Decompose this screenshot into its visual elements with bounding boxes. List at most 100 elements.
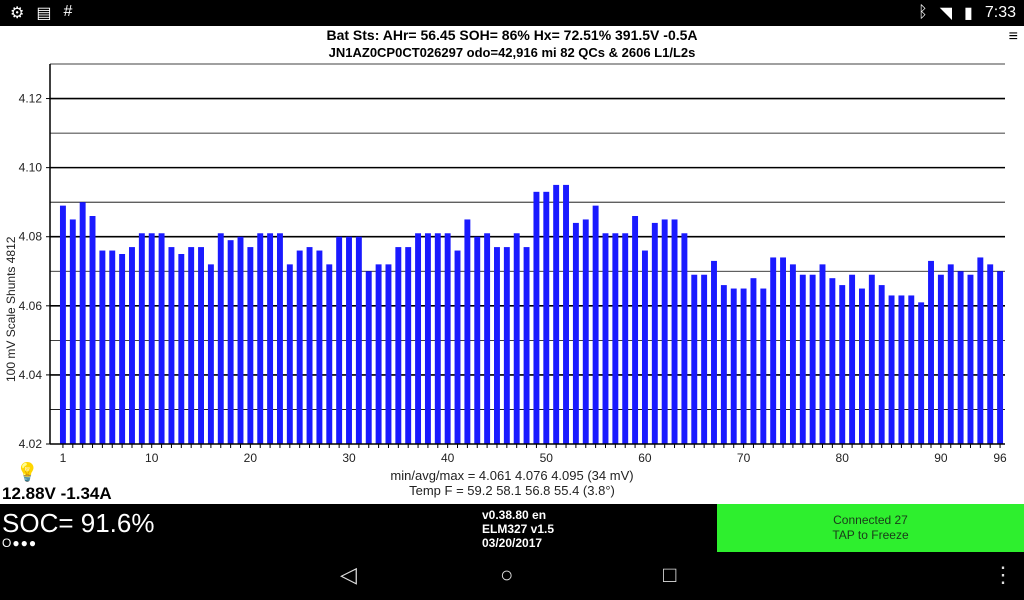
voltage-bar bbox=[69, 219, 76, 444]
voltage-bar bbox=[336, 236, 343, 444]
voltage-bar bbox=[454, 250, 461, 444]
voltage-bar bbox=[198, 247, 204, 444]
voltage-bar bbox=[365, 271, 372, 444]
y-axis-label: 100 mV Scale Shunts 4812 bbox=[4, 236, 18, 382]
voltage-bar bbox=[918, 302, 925, 444]
voltage-bar bbox=[691, 274, 698, 444]
voltage-bar bbox=[168, 247, 175, 444]
voltage-bar bbox=[543, 191, 550, 444]
voltage-bar bbox=[937, 274, 944, 444]
voltage-bar bbox=[711, 260, 717, 444]
wifi-icon: ◥ bbox=[939, 5, 953, 22]
battery-icon: ▮ bbox=[964, 5, 973, 22]
cell-voltage-chart[interactable]: 4.02 4.04 4.06 4.08 4.10 4.12 1 10 20 30 40 50 60 70 8… bbox=[0, 60, 1024, 468]
x-tick-label: 1 bbox=[60, 451, 67, 465]
voltage-bar bbox=[730, 288, 737, 444]
recents-icon[interactable]: □ bbox=[663, 562, 677, 587]
voltage-bar bbox=[967, 274, 974, 444]
voltage-bar bbox=[89, 216, 96, 444]
voltage-bar bbox=[217, 233, 224, 444]
voltage-bar bbox=[908, 295, 915, 444]
bluetooth-icon: ᛒ bbox=[918, 4, 928, 21]
version-date: 03/20/2017 bbox=[482, 536, 543, 550]
home-icon[interactable]: ○ bbox=[500, 562, 514, 587]
voltage-bar bbox=[928, 260, 934, 444]
voltage-bar bbox=[474, 236, 481, 444]
voltage-bar bbox=[799, 274, 806, 444]
voltage-bar bbox=[622, 233, 629, 444]
soc-readout: SOC= 91.6% bbox=[2, 508, 155, 538]
voltage-bar bbox=[138, 233, 145, 444]
voltage-bar bbox=[849, 274, 856, 444]
voltage-bar bbox=[651, 222, 658, 444]
x-tick-label: 20 bbox=[244, 451, 258, 465]
x-tick-label: 96 bbox=[993, 451, 1007, 465]
app-icon: ▤ bbox=[36, 5, 52, 22]
voltage-bar bbox=[227, 240, 234, 444]
voltage-bar bbox=[592, 205, 599, 444]
voltage-bar bbox=[868, 274, 875, 444]
voltage-bar bbox=[247, 247, 254, 444]
overflow-menu-icon[interactable]: ≡ bbox=[1008, 28, 1018, 45]
connection-dots: O●●● bbox=[2, 536, 38, 550]
lightbulb-icon[interactable]: 💡 bbox=[16, 462, 39, 482]
voltage-bar bbox=[355, 236, 362, 444]
voltage-bar bbox=[947, 264, 954, 444]
min-avg-max-text: min/avg/max = 4.061 4.076 4.095 (34 mV) bbox=[390, 468, 634, 483]
voltage-bar bbox=[346, 236, 352, 444]
y-tick-label: 4.10 bbox=[19, 161, 43, 175]
elm-version: ELM327 v1.5 bbox=[482, 522, 555, 536]
voltage-bar bbox=[740, 288, 747, 444]
voltage-bar bbox=[513, 233, 520, 444]
back-icon[interactable]: ◁ bbox=[340, 562, 357, 587]
voltage-bar bbox=[444, 233, 451, 444]
voltage-bar bbox=[878, 285, 885, 444]
voltage-bar bbox=[977, 257, 984, 444]
x-tick-label: 10 bbox=[145, 451, 159, 465]
x-tick-label: 50 bbox=[540, 451, 554, 465]
voltage-bar bbox=[158, 233, 165, 444]
voltage-bar bbox=[316, 250, 323, 444]
voltage-bar bbox=[148, 233, 155, 444]
voltage-bar bbox=[671, 219, 678, 444]
battery-status-line: Bat Sts: AHr= 56.45 SOH= 86% Hx= 72.51% … bbox=[326, 27, 698, 43]
x-tick-label: 60 bbox=[638, 451, 652, 465]
voltage-bar bbox=[375, 264, 382, 444]
aux-battery-readout: 12.88V -1.34A bbox=[2, 484, 112, 503]
vehicle-info-line: JN1AZ0CP0CT026297 odo=42,916 mi 82 QCs &… bbox=[328, 45, 696, 60]
voltage-bar bbox=[405, 247, 412, 444]
voltage-bar bbox=[888, 295, 895, 444]
voltage-bar bbox=[997, 271, 1004, 444]
connect-status-label: Connected 27 bbox=[833, 513, 908, 527]
voltage-bar bbox=[503, 247, 510, 444]
voltage-bar bbox=[789, 264, 796, 444]
connect-freeze-button[interactable]: Connected 27 TAP to Freeze bbox=[717, 504, 1024, 552]
voltage-bar bbox=[434, 233, 441, 444]
voltage-bar bbox=[494, 247, 500, 444]
x-tick-label: 90 bbox=[934, 451, 948, 465]
voltage-bar bbox=[632, 216, 639, 444]
chart-bars bbox=[59, 184, 1004, 444]
version-info: v0.38.80 en ELM327 v1.5 03/20/2017 bbox=[482, 508, 554, 550]
voltage-bar bbox=[533, 191, 540, 444]
status-bar: ⚙ ▤ # ᛒ ◥ ▮ 7:33 bbox=[0, 0, 1024, 26]
voltage-bar bbox=[602, 233, 609, 444]
voltage-bar bbox=[661, 219, 668, 444]
more-icon[interactable]: ⋮ bbox=[992, 562, 1014, 587]
chart-axes: 4.02 4.04 4.06 4.08 4.10 4.12 1 10 20 30 40 50 60 70 8… bbox=[19, 64, 1007, 465]
voltage-bar bbox=[681, 233, 688, 444]
voltage-bar bbox=[129, 247, 135, 444]
voltage-bar bbox=[257, 233, 264, 444]
voltage-bar bbox=[207, 264, 214, 444]
voltage-bar bbox=[59, 205, 66, 444]
voltage-bar bbox=[809, 274, 816, 444]
voltage-bar bbox=[987, 264, 994, 444]
voltage-bar bbox=[760, 288, 767, 444]
voltage-bar bbox=[957, 271, 964, 444]
x-tick-label: 40 bbox=[441, 451, 455, 465]
x-tick-label: 70 bbox=[737, 451, 751, 465]
voltage-bar bbox=[276, 233, 283, 444]
voltage-bar bbox=[267, 233, 274, 444]
voltage-bar bbox=[326, 264, 333, 444]
voltage-bar bbox=[119, 254, 126, 444]
